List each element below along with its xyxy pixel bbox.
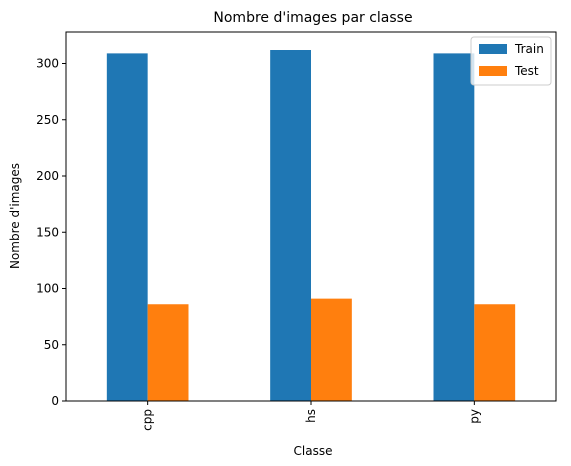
y-tick-label-150: 150 bbox=[36, 225, 59, 239]
bars-group bbox=[106, 50, 516, 402]
y-axis-ticks: 0 50 100 150 200 250 300 bbox=[36, 57, 66, 408]
bar-test-cpp bbox=[147, 304, 189, 401]
legend-swatch-test bbox=[479, 66, 507, 76]
x-axis-label: Classe bbox=[294, 444, 333, 458]
y-axis-label: Nombre d'images bbox=[8, 163, 22, 269]
legend-label-train: Train bbox=[514, 42, 544, 56]
y-tick-label-250: 250 bbox=[36, 113, 59, 127]
legend-swatch-train bbox=[479, 44, 507, 54]
x-tick-label-py: py bbox=[467, 409, 481, 424]
y-tick-label-100: 100 bbox=[36, 282, 59, 296]
x-axis-ticks: cpp hs py bbox=[141, 401, 481, 431]
bar-train-hs bbox=[270, 50, 311, 401]
y-tick-label-300: 300 bbox=[36, 57, 59, 71]
y-tick-label-0: 0 bbox=[51, 394, 59, 408]
y-tick-label-200: 200 bbox=[36, 169, 59, 183]
legend-label-test: Test bbox=[514, 64, 539, 78]
bar-test-hs bbox=[311, 298, 352, 402]
plot-frame bbox=[65, 31, 557, 402]
x-tick-label-hs: hs bbox=[304, 409, 318, 423]
bar-train-cpp bbox=[106, 53, 148, 402]
bar-train-py bbox=[433, 53, 475, 402]
chart-title: Nombre d'images par classe bbox=[213, 10, 412, 26]
x-tick-label-cpp: cpp bbox=[141, 409, 155, 431]
bar-test-py bbox=[474, 304, 516, 401]
legend: Train Test bbox=[470, 36, 552, 86]
y-tick-label-50: 50 bbox=[44, 338, 59, 352]
